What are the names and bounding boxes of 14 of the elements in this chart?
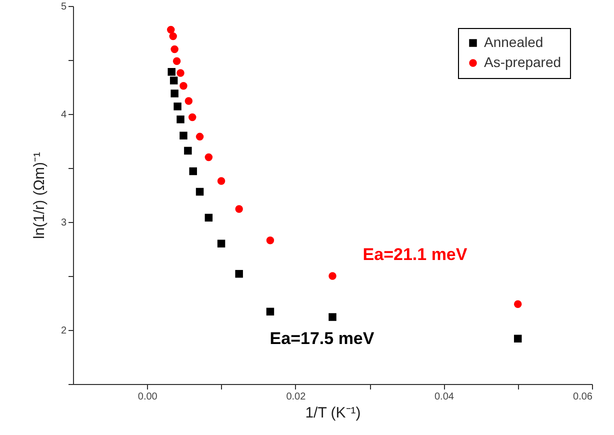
annotation: Ea=21.1 meV [362,245,468,264]
x-tick-label: 0.00 [138,392,158,402]
x-tick-label: 0.04 [434,392,454,402]
annotation: Ea=17.5 meV [270,329,375,348]
legend-label: As-prepared [484,54,562,70]
y-tick-label: 4 [60,110,67,120]
x-tick-label: 0.02 [286,392,306,402]
legend-label: Annealed [484,34,544,50]
y-tick-label: 5 [60,2,67,12]
y-tick-label: 2 [60,326,67,336]
y-tick-label: 3 [60,218,67,228]
x-tick-label: 0.06 [573,392,593,402]
x-axis-title: 1/T (K⁻¹) [305,404,361,422]
y-axis-title: ln(1/r) (Ωm)⁻¹ [30,152,48,240]
